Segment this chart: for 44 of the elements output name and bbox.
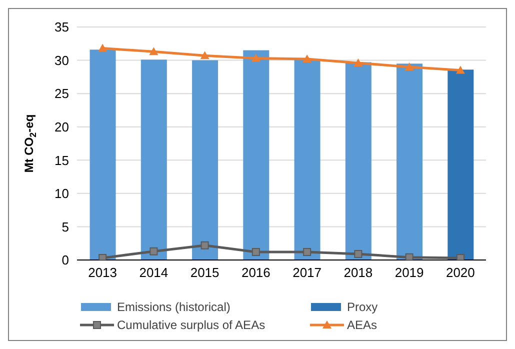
- legend-label: Proxy: [347, 300, 378, 314]
- point: [303, 248, 312, 256]
- y-tick-label: 30: [54, 52, 69, 68]
- x-tick-label: 2017: [292, 265, 322, 280]
- point: [302, 54, 312, 62]
- y-tick-label: 15: [54, 152, 69, 168]
- point: [252, 248, 260, 256]
- x-tick-label: 2015: [190, 265, 220, 280]
- y-tick-label: 35: [54, 20, 69, 35]
- point: [98, 44, 108, 52]
- point: [98, 254, 107, 260]
- point: [456, 66, 465, 74]
- x-tick-label: 2019: [394, 265, 424, 280]
- y-tick-label: 0: [62, 252, 69, 268]
- bar: [243, 50, 270, 260]
- bar: [396, 64, 423, 260]
- x-tick-label: 2016: [241, 265, 270, 280]
- y-tick-label: 25: [54, 86, 69, 102]
- legend-label: Cumulative surplus of AEAs: [117, 318, 266, 332]
- point: [456, 254, 464, 260]
- point: [354, 250, 362, 258]
- x-tick-label: 2018: [344, 265, 373, 280]
- point: [251, 54, 260, 62]
- legend-label: AEAs: [347, 318, 378, 332]
- point: [149, 47, 158, 56]
- bar: [294, 58, 320, 260]
- x-tick-label: 2020: [446, 265, 475, 280]
- bar: [192, 60, 218, 260]
- bar: [448, 70, 474, 260]
- x-tick-label: 2014: [139, 265, 168, 280]
- point: [354, 58, 363, 66]
- point: [200, 241, 209, 250]
- y-tick-label: 10: [54, 186, 69, 202]
- point: [404, 62, 414, 70]
- point: [200, 51, 210, 60]
- bar: [345, 62, 372, 260]
- legend-label: Emissions (historical): [117, 300, 230, 314]
- bar: [90, 50, 116, 260]
- y-tick-label: 20: [54, 119, 69, 134]
- bar: [140, 60, 167, 260]
- point: [150, 247, 158, 256]
- x-tick-label: 2013: [88, 265, 118, 280]
- point: [405, 253, 414, 260]
- y-tick-label: 5: [62, 219, 69, 234]
